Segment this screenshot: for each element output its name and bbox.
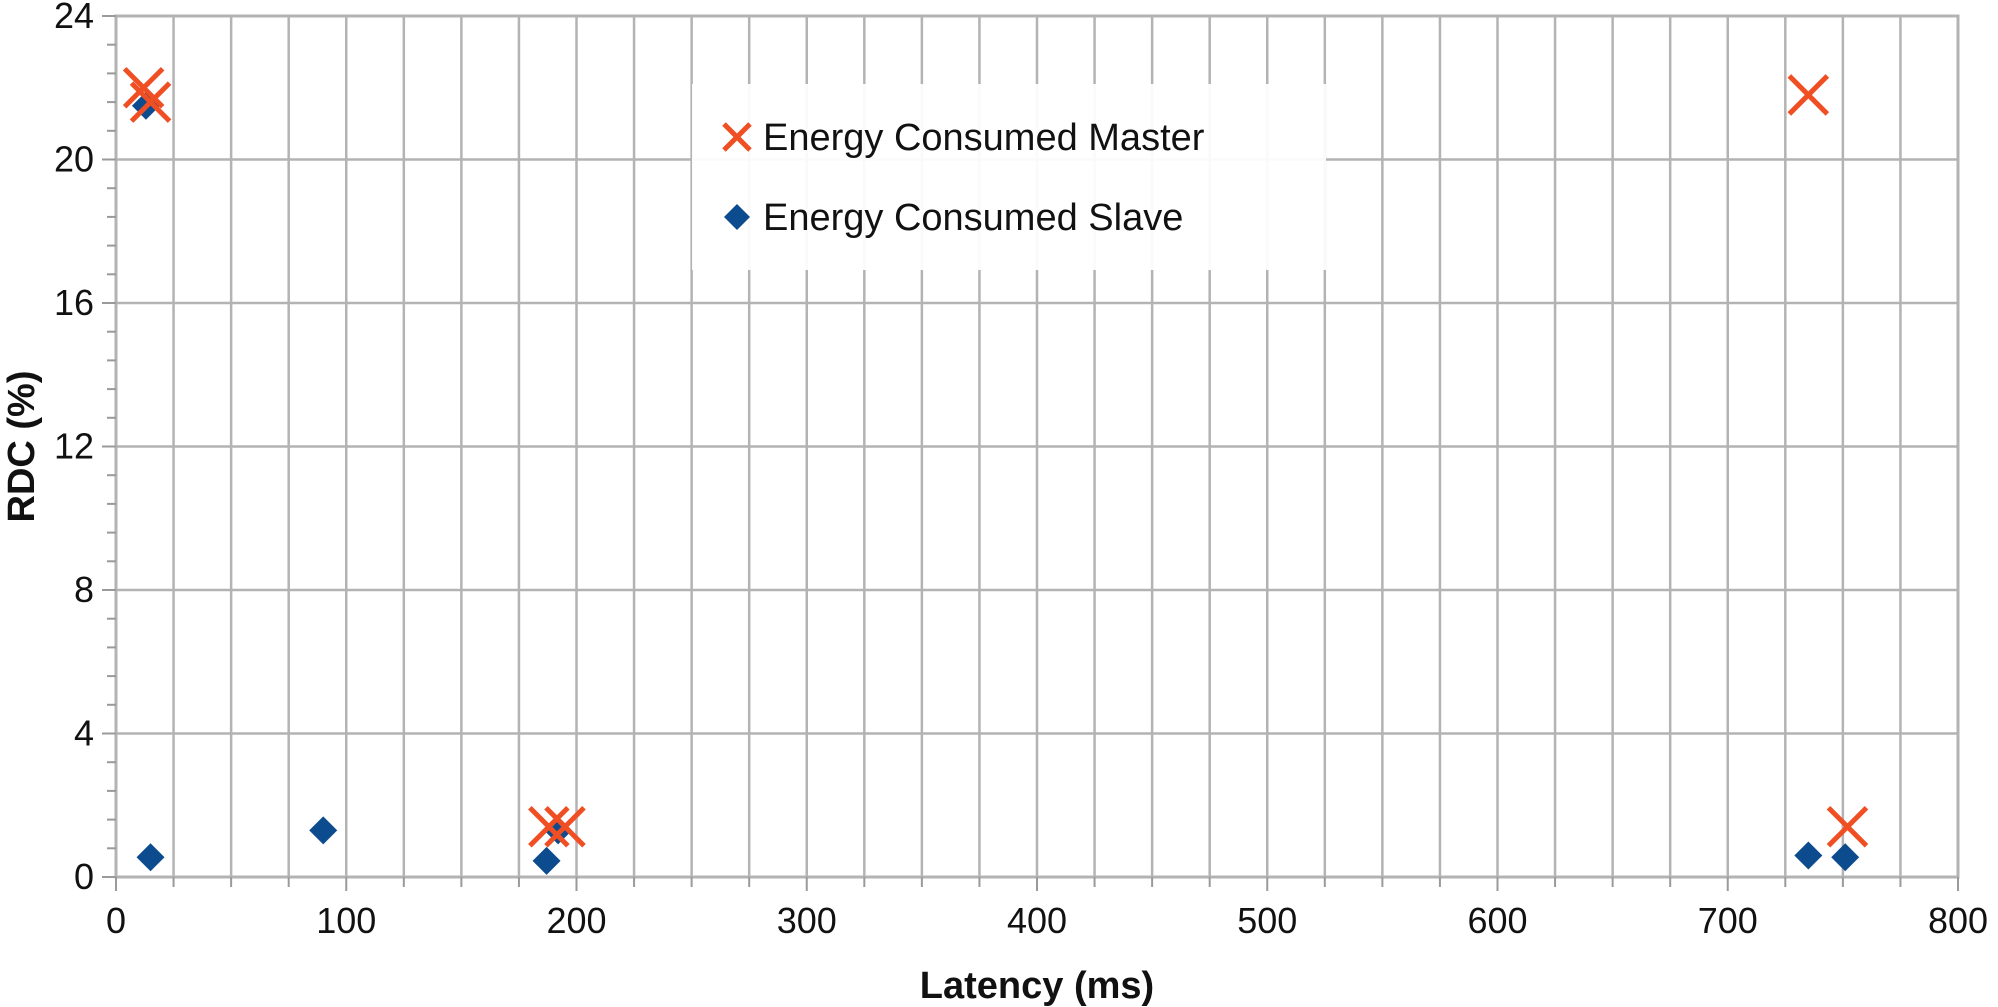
master-point <box>129 81 172 123</box>
y-tick-label: 24 <box>54 0 94 36</box>
x-tick-label: 0 <box>106 900 126 941</box>
x-tick-label: 700 <box>1698 900 1758 941</box>
y-tick-label: 4 <box>74 713 94 754</box>
legend-slave-marker <box>724 204 750 230</box>
axes <box>102 15 1959 891</box>
legend: Energy Consumed Master Energy Consumed Sl… <box>692 84 1326 270</box>
slave-point <box>309 816 338 845</box>
x-tick-label: 600 <box>1467 900 1527 941</box>
y-tick-label: 12 <box>54 426 94 467</box>
master-point <box>1826 806 1869 848</box>
x-tick-label: 500 <box>1237 900 1297 941</box>
x-tick-label: 300 <box>777 900 837 941</box>
x-tick-label: 800 <box>1928 900 1988 941</box>
x-tick-label: 100 <box>316 900 376 941</box>
legend-label: Energy Consumed Master <box>763 117 1205 159</box>
master-point <box>1787 74 1830 116</box>
master-point <box>528 806 570 848</box>
x-tick-label: 400 <box>1007 900 1067 941</box>
legend-label: Energy Consumed Slave <box>763 197 1183 239</box>
legend-background <box>692 84 1326 270</box>
master-point <box>122 66 165 109</box>
master-point <box>544 806 586 848</box>
data-points <box>122 66 1869 875</box>
slave-point <box>1831 843 1860 872</box>
y-tick-label: 20 <box>54 139 94 180</box>
x-tick-label: 200 <box>546 900 606 941</box>
y-tick-label: 16 <box>54 282 94 323</box>
slave-point <box>136 843 165 872</box>
legend-master-marker <box>722 122 752 152</box>
x-axis-title: Latency (ms) <box>920 965 1154 1007</box>
y-axis-title: RDC (%) <box>1 371 43 523</box>
y-tick-label: 8 <box>74 569 94 610</box>
tick-labels: 0 100 200 300 400 500 600 700 800 0 4 8 12 16 20 24 <box>54 0 1988 941</box>
slave-point <box>532 846 561 875</box>
slave-point <box>1794 841 1823 870</box>
y-tick-label: 0 <box>74 856 94 897</box>
